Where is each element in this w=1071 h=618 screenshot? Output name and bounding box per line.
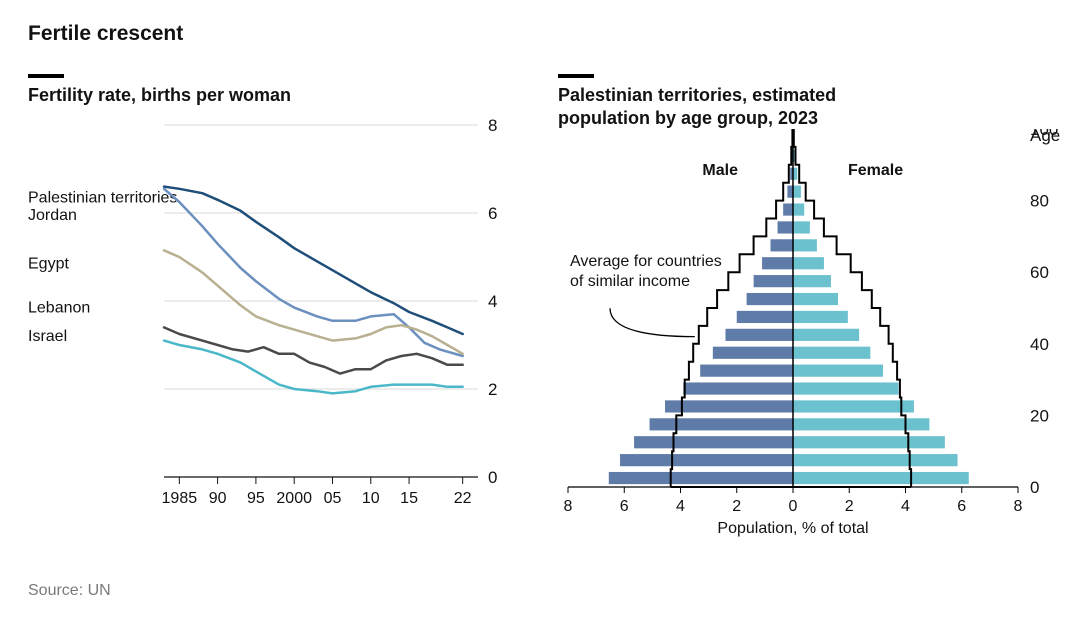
svg-text:1985: 1985 [162, 490, 198, 507]
male-bar [726, 329, 794, 341]
svg-text:2000: 2000 [276, 490, 312, 507]
male-bar [713, 347, 793, 359]
comparison-note: of similar income [570, 273, 690, 290]
svg-text:60: 60 [1030, 263, 1049, 282]
svg-text:2: 2 [845, 498, 854, 515]
male-bar [754, 275, 793, 287]
source-text: Source: UN [28, 582, 111, 600]
svg-text:0: 0 [789, 498, 798, 515]
x-axis-title: Population, % of total [717, 520, 868, 537]
male-bar [609, 472, 793, 484]
label-jordan: Jordan [28, 207, 77, 224]
male-bar [737, 311, 793, 323]
svg-text:6: 6 [620, 498, 629, 515]
female-bar [793, 454, 958, 466]
left-chart-title: Fertility rate, births per woman [28, 84, 518, 107]
svg-text:80: 80 [1030, 192, 1049, 211]
male-bar [700, 365, 793, 377]
female-bar [793, 186, 801, 198]
svg-text:4: 4 [676, 498, 685, 515]
svg-text:4: 4 [488, 292, 497, 311]
svg-text:8: 8 [488, 116, 497, 135]
female-bar [793, 203, 804, 215]
population-pyramid-chart: Age020406080100886644220Population, % of… [558, 129, 1068, 539]
male-bar [771, 239, 794, 251]
female-bar [793, 239, 817, 251]
series-egypt [164, 250, 463, 353]
series-palestinian-territories [164, 186, 463, 333]
female-bar [793, 293, 838, 305]
main-title: Fertile crescent [28, 22, 1043, 46]
svg-text:6: 6 [488, 204, 497, 223]
comparison-outline-female [793, 129, 911, 487]
label-palestinian-territories: Palestinian territories [28, 189, 177, 206]
svg-text:20: 20 [1030, 406, 1049, 425]
female-bar [793, 311, 848, 323]
female-bar [793, 436, 945, 448]
male-bar [620, 454, 793, 466]
male-bar [783, 203, 793, 215]
male-label: Male [702, 162, 738, 179]
overbar-right [558, 74, 594, 78]
overbar-left [28, 74, 64, 78]
svg-text:0: 0 [1030, 478, 1039, 497]
svg-text:90: 90 [209, 490, 227, 507]
male-bar [787, 186, 793, 198]
left-panel: Fertility rate, births per woman 0 2 4 6 8 19… [28, 74, 518, 539]
svg-text:2: 2 [488, 380, 497, 399]
svg-text:10: 10 [362, 490, 380, 507]
right-panel: Palestinian territories, estimated popul… [558, 74, 1068, 539]
female-bar [793, 472, 969, 484]
female-bar [793, 382, 898, 394]
female-bar [793, 275, 831, 287]
svg-text:100: 100 [1030, 129, 1058, 139]
male-bar [778, 221, 793, 233]
female-bar [793, 418, 929, 430]
annotation-pointer [610, 308, 695, 336]
female-bar [793, 257, 824, 269]
male-bar [650, 418, 793, 430]
right-chart-title: Palestinian territories, estimated popul… [558, 84, 1068, 129]
svg-text:95: 95 [247, 490, 265, 507]
label-israel: Israel [28, 328, 67, 345]
svg-text:2: 2 [732, 498, 741, 515]
svg-text:0: 0 [488, 468, 497, 487]
svg-text:8: 8 [564, 498, 573, 515]
male-bar [762, 257, 793, 269]
svg-text:8: 8 [1014, 498, 1023, 515]
label-lebanon: Lebanon [28, 299, 90, 316]
svg-text:22: 22 [454, 490, 472, 507]
svg-text:6: 6 [957, 498, 966, 515]
label-egypt: Egypt [28, 255, 69, 272]
fertility-line-chart: 0 2 4 6 8 1985 90 95 2000 05 10 15 22 Palestinian ter… [28, 107, 518, 517]
female-bar [793, 221, 810, 233]
female-bar [793, 400, 914, 412]
male-bar [747, 293, 793, 305]
female-bar [793, 347, 870, 359]
male-bar [683, 382, 793, 394]
svg-text:4: 4 [901, 498, 910, 515]
svg-text:40: 40 [1030, 335, 1049, 354]
female-bar [793, 329, 859, 341]
comparison-outline-male [671, 129, 793, 487]
svg-text:15: 15 [400, 490, 418, 507]
comparison-note: Average for countries [570, 253, 722, 270]
svg-text:05: 05 [324, 490, 342, 507]
series-israel [164, 340, 463, 393]
female-bar [793, 365, 883, 377]
female-label: Female [848, 162, 903, 179]
male-bar [665, 400, 793, 412]
male-bar [634, 436, 793, 448]
